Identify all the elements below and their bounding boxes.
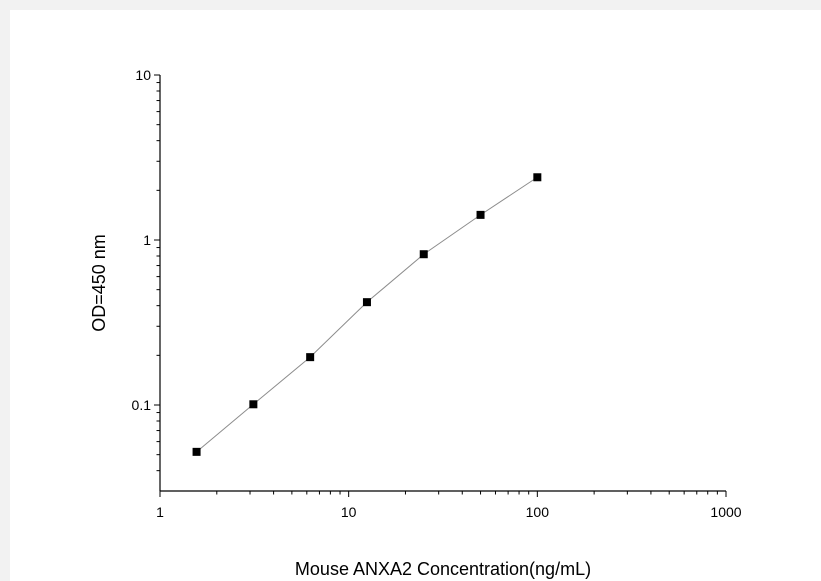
data-point [533, 173, 542, 182]
chart-panel [10, 10, 821, 581]
x-tick-label: 100 [526, 504, 550, 520]
data-point [192, 447, 201, 456]
x-tick-label: 1 [156, 504, 164, 520]
y-axis-title: OD=450 nm [89, 234, 109, 332]
axes [159, 75, 726, 492]
x-axis-title: Mouse ANXA2 Concentration(ng/mL) [295, 559, 591, 579]
series-connector-line [196, 176, 538, 453]
series-line [196, 176, 538, 453]
y-tick-label: 10 [135, 67, 151, 83]
x-tick-label: 1000 [710, 504, 741, 520]
data-points [192, 173, 542, 456]
data-point [476, 210, 485, 219]
x-ticks: 1 10 100 1000 [156, 491, 742, 520]
y-tick-label: 1 [143, 232, 151, 248]
data-point [249, 400, 258, 409]
data-point [362, 298, 371, 307]
y-ticks: 0.1 1 10 [132, 67, 160, 472]
data-point [419, 250, 428, 259]
x-tick-label: 10 [341, 504, 357, 520]
data-point [306, 353, 315, 362]
y-tick-label: 0.1 [132, 397, 152, 413]
